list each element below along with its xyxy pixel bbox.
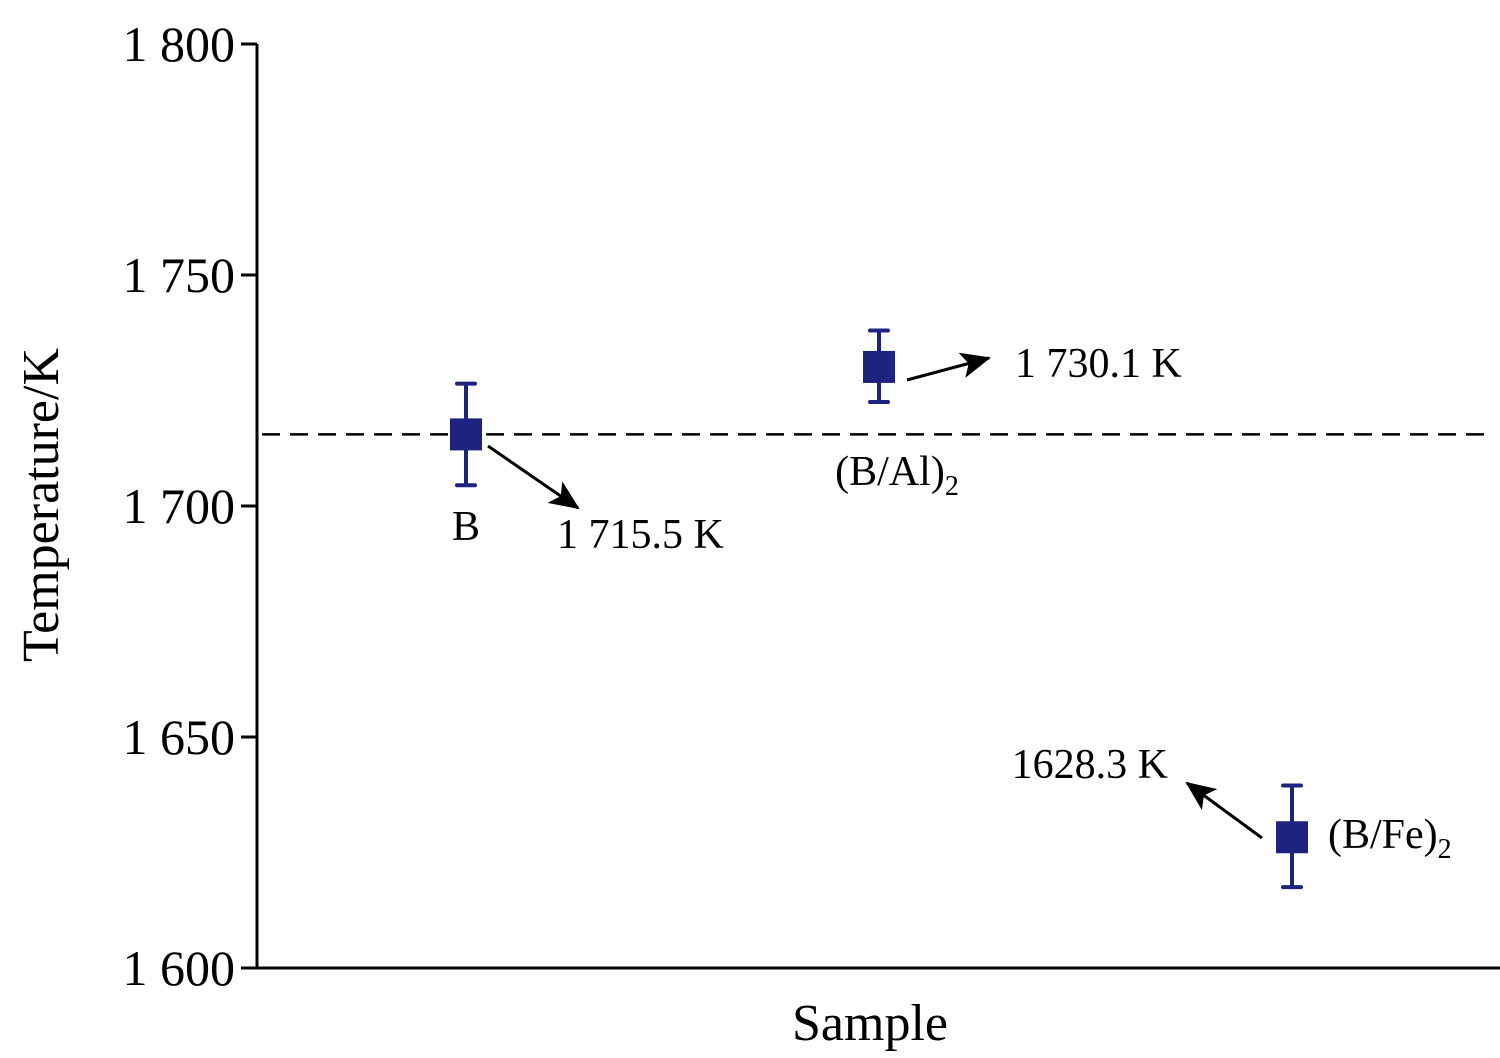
data-point: [450, 381, 482, 488]
y-tick-label: 1 600: [123, 940, 236, 996]
point-marker: [863, 350, 895, 383]
data-point: [1276, 783, 1308, 890]
category-label-main: (B/Fe): [1328, 812, 1438, 858]
data-point: [863, 328, 895, 405]
category-label-main: (B/Al): [835, 449, 945, 495]
value-label: 1 715.5 K: [557, 512, 724, 558]
value-label: 1628.3 K: [1012, 742, 1168, 788]
data-points: [450, 328, 1308, 890]
x-axis-title: Sample: [792, 995, 948, 1052]
point-marker: [1276, 821, 1308, 854]
category-label-main: B: [452, 504, 480, 550]
y-tick-label: 1 800: [123, 16, 236, 72]
category-label: B: [452, 504, 480, 550]
annotation-arrow: [1185, 781, 1263, 840]
y-tick-label: 1 700: [123, 478, 236, 534]
annotation-arrow: [487, 444, 580, 510]
y-tick-label: 1 650: [123, 709, 236, 765]
category-label-subscript: 2: [945, 471, 959, 502]
y-axis-title: Temperature/K: [13, 348, 70, 662]
category-label-subscript: 2: [1438, 834, 1452, 865]
category-label: (B/Fe)2: [1328, 812, 1452, 865]
annotation-arrow: [906, 352, 991, 382]
y-tick-label: 1 750: [123, 247, 236, 303]
axes: [255, 44, 1500, 970]
y-ticks: 1 600 1 650 1 700 1 750 1 800: [123, 16, 257, 996]
value-label: 1 730.1 K: [1015, 341, 1182, 387]
point-marker: [450, 418, 482, 451]
category-label: (B/Al)2: [835, 449, 959, 502]
